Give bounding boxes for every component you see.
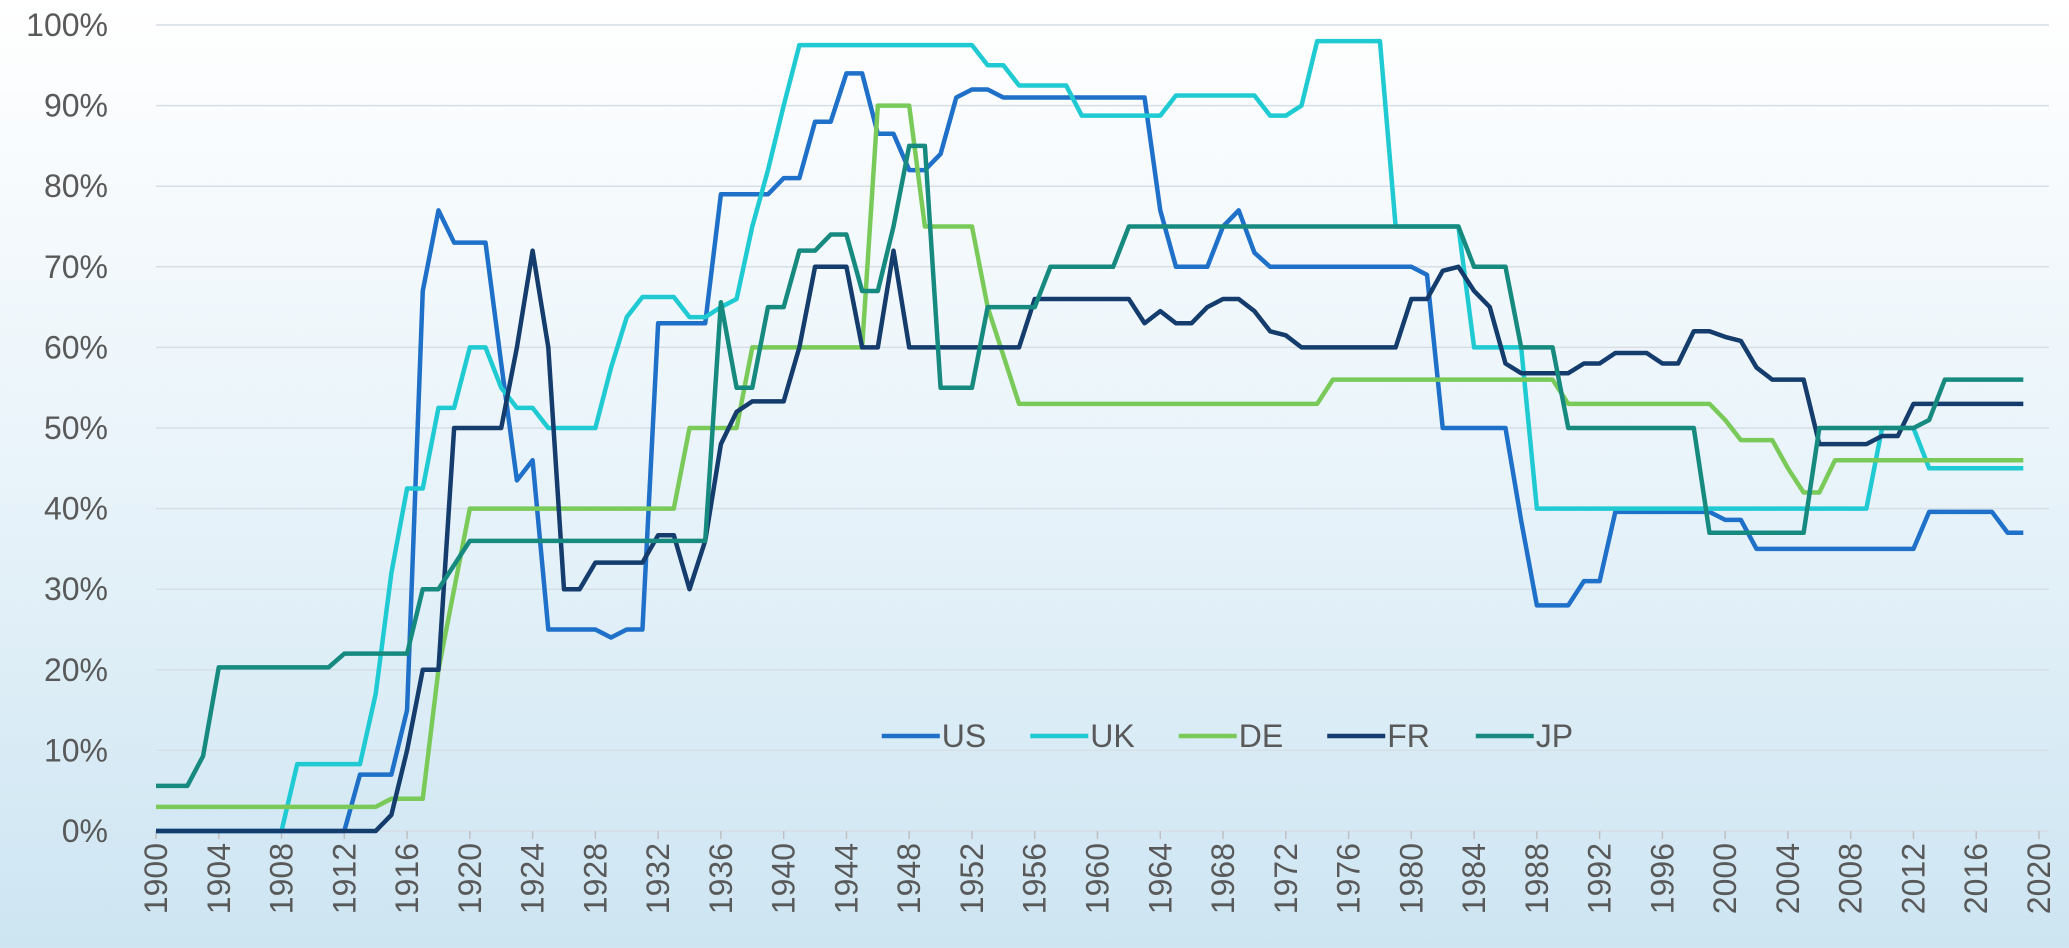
x-tick-label: 1972 bbox=[1268, 843, 1304, 914]
x-tick-label: 1988 bbox=[1519, 843, 1555, 914]
x-tick-label: 1908 bbox=[264, 843, 300, 914]
series-line bbox=[156, 103, 2024, 810]
x-tick-label: 1992 bbox=[1582, 843, 1618, 914]
legend-item: JP bbox=[1475, 718, 1573, 754]
x-tick-label: 1964 bbox=[1142, 843, 1178, 914]
x-tick-label: 2004 bbox=[1770, 843, 1806, 914]
y-tick-label: 40% bbox=[44, 491, 108, 527]
series-line bbox=[156, 143, 2024, 789]
y-tick-label: 30% bbox=[44, 571, 108, 607]
x-tick-label: 1900 bbox=[138, 843, 174, 914]
legend-item: US bbox=[881, 718, 986, 754]
y-tick-label: 0% bbox=[62, 813, 108, 849]
y-tick-label: 70% bbox=[44, 249, 108, 285]
x-tick-label: 1920 bbox=[452, 843, 488, 914]
x-tick-label: 1944 bbox=[828, 843, 864, 914]
x-tick-label: 1904 bbox=[201, 843, 237, 914]
x-tick-label: 1984 bbox=[1456, 843, 1492, 914]
legend-item: DE bbox=[1178, 718, 1283, 754]
y-tick-label: 10% bbox=[44, 732, 108, 768]
series-line bbox=[156, 38, 2024, 834]
x-tick-label: 1960 bbox=[1080, 843, 1116, 914]
x-tick-label: 1940 bbox=[766, 843, 802, 914]
legend-label: JP bbox=[1536, 718, 1573, 754]
y-tick-label: 60% bbox=[44, 329, 108, 365]
legend-label: US bbox=[942, 718, 986, 754]
x-tick-label: 1912 bbox=[326, 843, 362, 914]
x-tick-label: 2000 bbox=[1707, 843, 1743, 914]
x-tick-label: 1928 bbox=[577, 843, 613, 914]
x-tick-label: 2020 bbox=[2021, 843, 2057, 914]
x-tick-label: 2008 bbox=[1833, 843, 1869, 914]
legend-label: FR bbox=[1387, 718, 1430, 754]
series-line bbox=[156, 71, 2024, 834]
x-tick-label: 1924 bbox=[515, 843, 551, 914]
x-tick-label: 1976 bbox=[1331, 843, 1367, 914]
x-tick-label: 2016 bbox=[1958, 843, 1994, 914]
x-tick-label: 1956 bbox=[1017, 843, 1053, 914]
y-tick-label: 20% bbox=[44, 652, 108, 688]
x-tick-label: 2012 bbox=[1895, 843, 1931, 914]
series-line bbox=[156, 248, 2024, 834]
legend-item: UK bbox=[1030, 718, 1135, 754]
x-tick-label: 1980 bbox=[1393, 843, 1429, 914]
x-tick-label: 1952 bbox=[954, 843, 990, 914]
x-tick-label: 1936 bbox=[703, 843, 739, 914]
x-tick-label: 1932 bbox=[640, 843, 676, 914]
y-tick-label: 50% bbox=[44, 410, 108, 446]
y-tick-label: 80% bbox=[44, 168, 108, 204]
y-tick-label: 90% bbox=[44, 88, 108, 124]
x-tick-label: 1968 bbox=[1205, 843, 1241, 914]
y-tick-label: 100% bbox=[26, 7, 108, 43]
legend-label: DE bbox=[1239, 718, 1283, 754]
x-tick-label: 1916 bbox=[389, 843, 425, 914]
legend-item: FR bbox=[1327, 718, 1430, 754]
x-tick-label: 1996 bbox=[1644, 843, 1680, 914]
x-tick-label: 1948 bbox=[891, 843, 927, 914]
legend-label: UK bbox=[1090, 718, 1134, 754]
